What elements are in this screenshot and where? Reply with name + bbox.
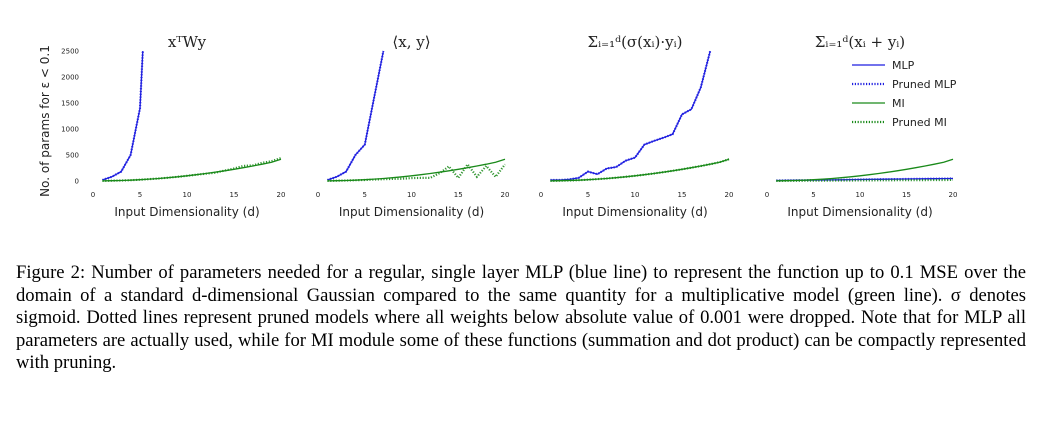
y-tick-label: 1000 bbox=[61, 126, 79, 134]
y-axis-label: No. of params for ε < 0.1 bbox=[38, 45, 52, 197]
x-tick-label: 20 bbox=[949, 191, 958, 199]
x-tick-label: 15 bbox=[902, 191, 911, 199]
series-mi bbox=[327, 158, 506, 182]
x-axis-label: Input Dimensionality (d) bbox=[562, 205, 707, 219]
x-axis-label: Input Dimensionality (d) bbox=[339, 205, 484, 219]
series-mlp bbox=[102, 50, 144, 181]
x-axis-label: Input Dimensionality (d) bbox=[787, 205, 932, 219]
panel-title: xᵀWy bbox=[168, 33, 207, 51]
x-tick-label: 0 bbox=[539, 191, 543, 199]
x-tick-label: 15 bbox=[230, 191, 239, 199]
x-axis-label: Input Dimensionality (d) bbox=[114, 205, 259, 219]
x-tick-label: 10 bbox=[407, 191, 416, 199]
x-tick-label: 15 bbox=[454, 191, 463, 199]
panel-title: ⟨x, y⟩ bbox=[392, 33, 430, 51]
figure-caption: Figure 2: Number of parameters needed fo… bbox=[16, 262, 1026, 373]
chart-panel-3: Σᵢ₌₁ᵈ(σ(xᵢ)·yᵢ) 0 5 10 15 20 Input Dimensional… bbox=[539, 33, 734, 219]
x-tick-label: 5 bbox=[138, 191, 142, 199]
series-pruned-mlp bbox=[327, 50, 385, 182]
x-tick-label: 20 bbox=[501, 191, 510, 199]
x-tick-label: 10 bbox=[183, 191, 192, 199]
y-tick-label: 2000 bbox=[61, 74, 79, 82]
series-mi bbox=[776, 158, 954, 182]
series-mlp bbox=[327, 50, 385, 181]
series-pruned-mlp bbox=[102, 50, 144, 182]
x-tick-label: 0 bbox=[765, 191, 769, 199]
x-tick-label: 10 bbox=[856, 191, 865, 199]
legend-label: MI bbox=[892, 97, 905, 110]
x-tick-label: 0 bbox=[91, 191, 95, 199]
x-tick-label: 15 bbox=[678, 191, 687, 199]
x-tick-label: 5 bbox=[811, 191, 815, 199]
legend-label: Pruned MLP bbox=[892, 78, 957, 91]
y-tick-label: 1500 bbox=[61, 100, 79, 108]
x-tick-label: 5 bbox=[363, 191, 367, 199]
y-tick-label: 2500 bbox=[61, 48, 79, 56]
legend: MLP Pruned MLP MI Pruned MI bbox=[852, 59, 957, 129]
series-mlp bbox=[550, 50, 711, 181]
y-tick-label: 0 bbox=[75, 178, 79, 186]
x-tick-label: 0 bbox=[316, 191, 320, 199]
legend-label: MLP bbox=[892, 59, 915, 72]
panel-title: Σᵢ₌₁ᵈ(xᵢ + yᵢ) bbox=[815, 33, 905, 51]
x-tick-label: 20 bbox=[277, 191, 286, 199]
series-pruned-mlp bbox=[550, 50, 712, 182]
chart-panel-1: xᵀWy 0 5 10 15 20 Input Dimensionality (d) 0 500… bbox=[38, 33, 285, 219]
x-tick-label: 20 bbox=[725, 191, 734, 199]
series-mi bbox=[102, 158, 282, 182]
chart-panel-4: Σᵢ₌₁ᵈ(xᵢ + yᵢ) 0 5 10 15 20 Input Dimensionali… bbox=[765, 33, 958, 219]
legend-label: Pruned MI bbox=[892, 116, 947, 129]
series-pruned-mi bbox=[102, 157, 282, 182]
x-tick-label: 10 bbox=[631, 191, 640, 199]
series-pruned-mi bbox=[327, 162, 506, 182]
panel-title: Σᵢ₌₁ᵈ(σ(xᵢ)·yᵢ) bbox=[588, 33, 683, 51]
y-tick-label: 500 bbox=[66, 152, 79, 160]
series-mi bbox=[550, 158, 730, 182]
x-tick-label: 5 bbox=[586, 191, 590, 199]
chart-panel-2: ⟨x, y⟩ 0 5 10 15 20 Input Dimensionality (d) bbox=[316, 33, 510, 219]
